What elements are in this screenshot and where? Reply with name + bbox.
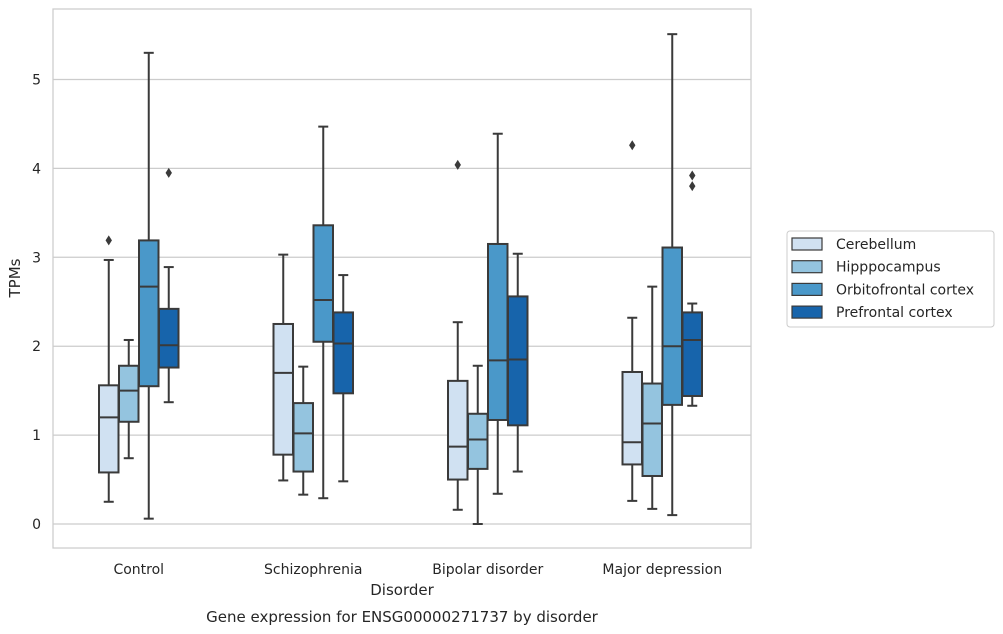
box-group [98,235,120,503]
legend-swatch [791,305,823,319]
y-tick-label: 4 [32,161,41,177]
box-body [681,311,703,397]
y-tick-label: 1 [32,428,41,444]
x-axis-label: Disorder [370,581,434,599]
plot-boxes [98,33,703,525]
box-body [118,364,140,423]
box-group [641,285,663,510]
legend: Cerebellum Hipppocampus Orbitofrontal cort… [786,230,995,328]
box-body [661,246,683,406]
box-group [467,364,489,525]
box-body [507,295,529,427]
y-tick-label: 0 [32,517,41,533]
legend-frame [786,230,995,328]
box-body [487,242,509,421]
outlier-point [105,235,112,246]
box-body [272,322,294,456]
box-body [332,311,354,395]
box-body [621,370,643,466]
legend-entry-label: Hipppocampus [836,260,941,276]
outlier-point [689,181,696,192]
x-tick-label: Major depression [602,562,722,578]
x-tick-labels: Control Schizophrenia Bipolar disorder Majo… [113,562,722,578]
box-body [312,224,334,343]
outlier-point [629,140,636,151]
box-body [292,402,314,473]
y-tick-labels: 0 1 2 3 4 5 [32,73,41,534]
outlier-point [165,167,172,178]
box-group [332,274,354,483]
box-body [98,384,120,474]
box-body [138,239,160,388]
chart-caption: Gene expression for ENSG00000271737 by d… [206,608,599,626]
legend-entry-label: Cerebellum [836,237,916,253]
x-tick-label: Schizophrenia [264,562,362,578]
y-tick-label: 3 [32,250,41,266]
outlier-point [454,159,461,170]
legend-swatch [791,260,823,274]
box-group [312,125,334,500]
box-body [467,412,489,470]
legend-entry-label: Prefrontal cortex [836,305,953,321]
y-tick-label: 5 [32,73,41,89]
box-group [158,167,180,404]
x-tick-label: Bipolar disorder [432,562,543,578]
y-axis-label: TPMs [6,258,24,298]
box-body [641,382,663,477]
plot-area-frame [52,8,752,549]
box-body [447,379,469,481]
y-tick-label: 2 [32,339,41,355]
box-group [507,252,529,473]
box-group [138,51,160,520]
box-group [272,253,294,482]
outlier-point [689,170,696,181]
box-group [681,170,703,407]
legend-entry-label: Orbitofrontal cortex [836,282,974,298]
box-group [292,365,314,496]
box-group [487,132,509,495]
legend-swatch [791,237,823,251]
box-group [118,338,140,460]
box-group [447,159,469,511]
box-group [661,33,683,517]
box-body [158,307,180,369]
x-tick-label: Control [113,562,164,578]
box-group [621,140,643,502]
legend-swatch [791,282,823,296]
